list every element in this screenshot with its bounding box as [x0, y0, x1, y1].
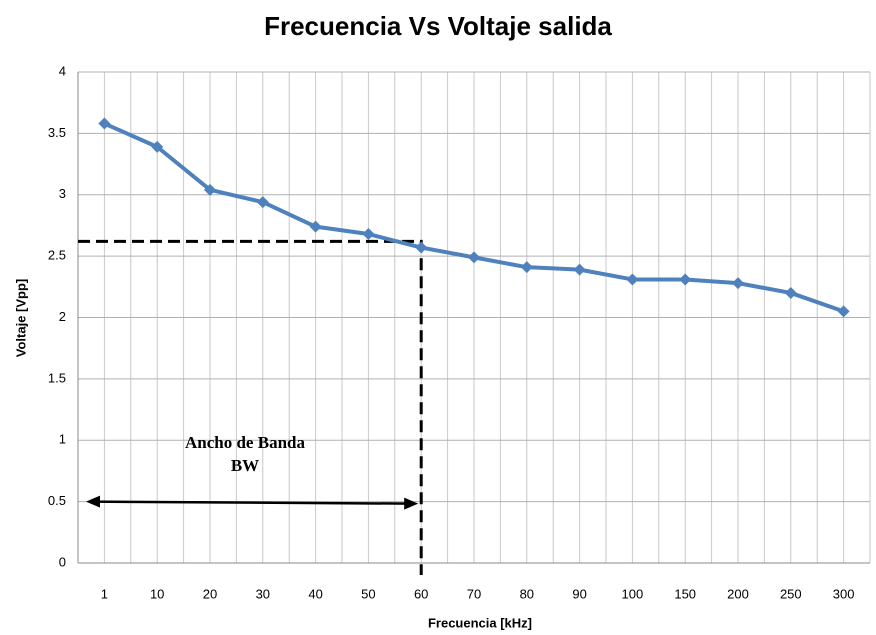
x-tick-label: 20 [203, 586, 217, 601]
y-tick-label: 1 [59, 432, 66, 447]
data-point [520, 261, 533, 274]
arrow-head [86, 495, 100, 508]
x-tick-label: 100 [622, 586, 644, 601]
y-tick-label: 2 [59, 309, 66, 324]
x-tick-label: 70 [467, 586, 481, 601]
x-tick-label: 60 [414, 586, 428, 601]
arrow-head [404, 497, 419, 510]
data-point [256, 196, 269, 209]
y-tick-label: 0.5 [48, 493, 66, 508]
data-point [204, 183, 216, 196]
x-tick-label: 150 [674, 586, 696, 601]
x-tick-label: 90 [572, 586, 586, 601]
data-point [362, 228, 375, 241]
y-tick-label: 4 [59, 63, 66, 78]
x-tick-label: 300 [833, 586, 855, 601]
y-tick-label: 1.5 [48, 370, 66, 385]
data-point [415, 241, 428, 254]
x-tick-label: 80 [520, 586, 534, 601]
y-tick-label: 2.5 [48, 248, 66, 263]
x-tick-label: 200 [727, 586, 749, 601]
data-point [837, 305, 850, 318]
reference-line [78, 239, 423, 575]
x-tick-label: 250 [780, 586, 802, 601]
data-point [151, 140, 164, 153]
annotation-text: Ancho de Banda [185, 433, 305, 452]
y-axis-label: Voltaje [Vpp] [13, 279, 28, 357]
x-axis-label: Frecuencia [kHz] [428, 615, 532, 630]
data-point [98, 117, 111, 130]
data-point [573, 263, 586, 276]
data-point [309, 220, 322, 233]
chart-title: Frecuencia Vs Voltaje salida [264, 11, 612, 41]
data-point [784, 286, 797, 299]
y-tick-label: 3 [59, 186, 66, 201]
y-tick-label: 3.5 [48, 125, 66, 140]
y-tick-label: 0 [59, 554, 66, 569]
data-point [468, 251, 480, 264]
annotation-text: BW [231, 456, 259, 475]
x-tick-label: 30 [256, 586, 270, 601]
data-point [626, 273, 639, 286]
arrow [91, 500, 412, 505]
x-tick-label: 40 [308, 586, 322, 601]
data-point [732, 277, 744, 290]
data-point [679, 273, 692, 286]
x-tick-label: 50 [361, 586, 375, 601]
x-tick-label: 10 [150, 586, 164, 601]
x-tick-label: 1 [101, 586, 108, 601]
